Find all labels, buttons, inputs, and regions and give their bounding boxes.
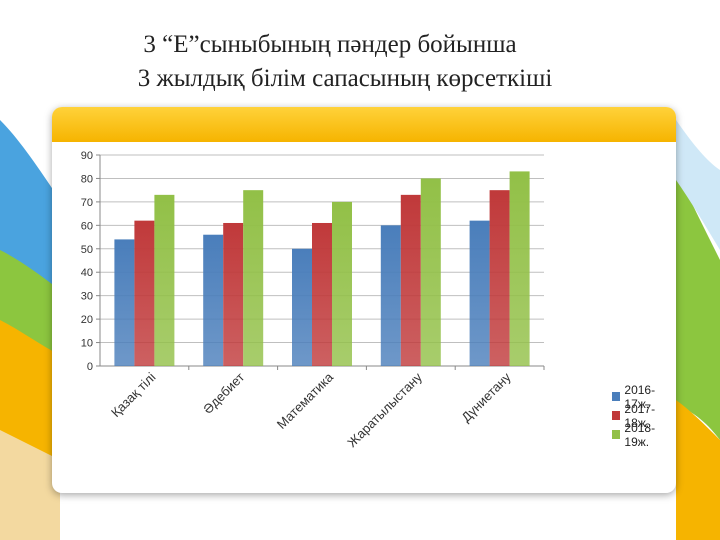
bar xyxy=(380,225,401,366)
bar xyxy=(243,190,264,366)
bar xyxy=(469,220,490,366)
y-tick-label: 90 xyxy=(81,150,93,162)
y-tick-label: 60 xyxy=(81,220,93,232)
y-tick-label: 40 xyxy=(81,267,93,279)
category-label: Әдебиет xyxy=(200,369,247,416)
y-tick-label: 20 xyxy=(81,314,93,326)
bar xyxy=(400,194,421,366)
bar xyxy=(312,222,332,366)
chart-legend: 2016-17ж. 2017-18ж. 2018-19ж. xyxy=(612,383,676,449)
category-label: Математика xyxy=(274,369,337,432)
bar-chart: 0 10 20 30 40 50 60 70 80 90 Қазақ тілі Әдебиет Мате… xyxy=(81,150,545,450)
y-tick-label: 80 xyxy=(81,173,93,185)
chart-card: 0 10 20 30 40 50 60 70 80 90 Қазақ тілі Әдебиет Мате… xyxy=(52,107,676,493)
title-line-1: 3 “Е”сыныбының пәндер бойынша xyxy=(143,31,517,58)
bar xyxy=(332,201,352,366)
bar xyxy=(489,190,510,366)
title-line-2: 3 жылдық білім сапасының көрсеткіші xyxy=(137,65,553,92)
category-label: Дүниетану xyxy=(458,369,514,425)
legend-swatch xyxy=(612,392,621,401)
y-tick-label: 10 xyxy=(81,338,93,350)
legend-swatch xyxy=(612,430,621,439)
legend-label: 2018-19ж. xyxy=(624,420,656,449)
legend-item: 2017-18ж. xyxy=(612,402,676,430)
legend-item: 2018-19ж. xyxy=(612,421,676,449)
legend-item: 2016-17ж. xyxy=(612,383,676,411)
bar xyxy=(223,222,244,366)
bar xyxy=(509,171,530,366)
bar xyxy=(154,194,175,366)
card-header-band xyxy=(52,107,676,142)
y-tick-label: 70 xyxy=(81,197,93,209)
bar xyxy=(420,178,441,366)
y-tick-label: 30 xyxy=(81,291,93,303)
category-label: Қазақ тілі xyxy=(108,369,159,420)
legend-label: 2016-17ж. xyxy=(624,382,656,411)
legend-swatch xyxy=(612,411,621,420)
category-label: Жаратылыстану xyxy=(344,369,425,450)
y-tick-label: 50 xyxy=(81,244,93,256)
legend-label: 2017-18ж. xyxy=(624,401,656,430)
y-tick-label: 0 xyxy=(87,361,93,373)
bar xyxy=(203,234,224,366)
bar xyxy=(134,220,155,366)
bar xyxy=(292,248,312,366)
slide-title: 3 “Е”сыныбының пәндер бойынша 3 жылдық б… xyxy=(0,28,720,96)
bar xyxy=(114,239,135,366)
